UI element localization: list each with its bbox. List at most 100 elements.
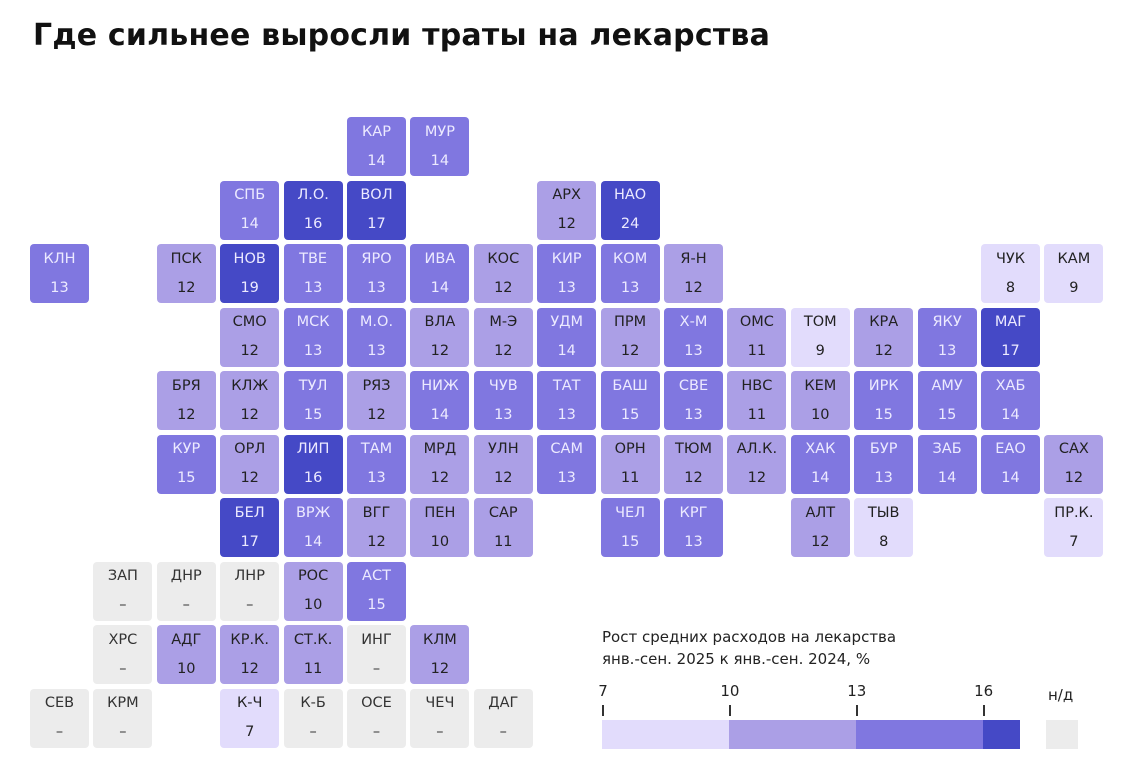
region-value: 13 [367,279,386,296]
region-tile: АЛТ 12 [790,498,850,557]
legend-title-line1: Рост средних расходов на лекарства [602,628,897,646]
region-value: 12 [430,470,450,486]
region-code: КРГ [679,504,708,521]
region-code: ОМС [739,314,774,330]
region-value: 19 [240,279,259,296]
region-code: КР.К. [230,631,269,648]
region-tile: ТЮМ 12 [664,434,723,494]
region-code: ХАБ [995,377,1026,394]
region-code: КРА [869,314,899,330]
region-value: 13 [684,406,703,423]
region-tile: НВС 11 [727,371,787,430]
region-code: ИНГ [361,631,392,648]
region-tile: КОС 12 [473,244,533,303]
region-tile: АСТ 15 [347,561,406,621]
region-tile: РОС 10 [283,561,343,621]
region-code: ТЫВ [867,504,900,521]
region-code: ЧЕЧ [425,695,455,711]
region-value: 16 [303,216,323,232]
region-tile: ВОЛ 17 [347,180,406,240]
region-tile: ТВЕ 13 [283,244,343,303]
region-code: К-Б [300,695,326,711]
region-value: 15 [620,533,640,550]
region-code: КЛМ [423,631,457,648]
region-tile: УДМ 14 [537,307,597,367]
region-code: СЕВ [44,695,75,711]
region-code: ЯРО [361,250,392,267]
legend-tick [728,705,731,716]
region-value: 12 [177,279,196,296]
region-tile: СТ.К. 11 [283,625,343,684]
region-tile: ЧЕЧ – [410,688,470,748]
region-value: 12 [240,470,259,486]
region-value: 10 [811,406,830,423]
region-tile: ЛИП 16 [283,434,343,494]
region-code: АСТ [362,568,391,584]
region-tile: Я-Н 12 [664,244,723,303]
region-code: АЛТ [805,504,836,521]
chart-title: Где сильнее выросли траты на лекарства [33,18,771,53]
region-value: 12 [747,470,767,486]
region-tile: Л.О. 16 [283,180,343,240]
region-code: ТЮМ [674,441,713,457]
region-value: 12 [367,406,386,423]
region-value: 13 [874,470,893,486]
region-code: ПЕН [424,504,456,521]
region-code: БЕЛ [234,504,265,521]
region-code: КРМ [107,695,139,711]
region-value: 13 [557,279,576,296]
region-code: САХ [1058,441,1089,457]
region-code: ХРС [108,631,138,648]
region-code: ЗАБ [932,441,962,457]
region-tile: ИВА 14 [410,244,470,303]
region-code: ТВЕ [299,250,328,267]
region-code: СМО [232,314,267,330]
region-value: 12 [494,470,513,486]
region-tile: ДАГ – [473,688,533,748]
region-tile: МУР 14 [410,117,470,176]
region-tile: ОРЛ 12 [220,434,280,494]
region-tile: К-Б – [283,688,343,748]
region-tile: ПР.К. 7 [1044,498,1104,557]
region-code: ПР.К. [1054,504,1094,521]
region-value: 17 [1001,343,1020,359]
region-tile: ОМС 11 [727,307,787,367]
region-tile: ЛНР – [220,561,280,621]
region-tile: Х-М 13 [664,307,723,367]
region-code: ЕАО [995,441,1026,457]
region-value: 12 [1064,470,1084,486]
region-tile: ИНГ – [347,625,406,684]
region-tile: НАО 24 [600,180,660,240]
region-code: АМУ [931,377,963,394]
region-value: – [55,724,64,740]
region-code: М.О. [359,314,394,330]
region-code: СТ.К. [293,631,333,648]
region-code: Л.О. [297,187,329,203]
region-tile: ВГГ 12 [347,498,406,557]
region-code: ДНР [170,568,202,584]
legend-swatch [602,720,729,749]
legend-tick-label: 16 [974,682,994,700]
region-code: ИРК [868,377,899,394]
region-value: – [246,597,254,613]
region-code: КОМ [612,250,648,267]
legend-na-swatch [1046,720,1078,749]
region-value: 14 [1001,470,1020,486]
region-tile: КРМ – [93,688,153,748]
region-value: – [309,724,317,740]
region-tile: КАР 14 [347,117,406,176]
region-tile: ЗАБ 14 [917,434,977,494]
region-value: 13 [684,343,703,359]
region-value: 13 [684,533,703,550]
region-code: М-Э [489,314,518,330]
region-code: МАГ [994,314,1027,330]
region-value: 12 [494,279,513,296]
region-value: 13 [937,343,957,359]
region-code: КАР [362,123,391,140]
region-code: ЛНР [234,568,265,584]
region-value: 11 [747,406,767,423]
region-code: КЛН [43,250,76,267]
region-value: 14 [1001,406,1020,423]
legend-swatch [728,720,856,749]
region-value: – [499,724,507,740]
